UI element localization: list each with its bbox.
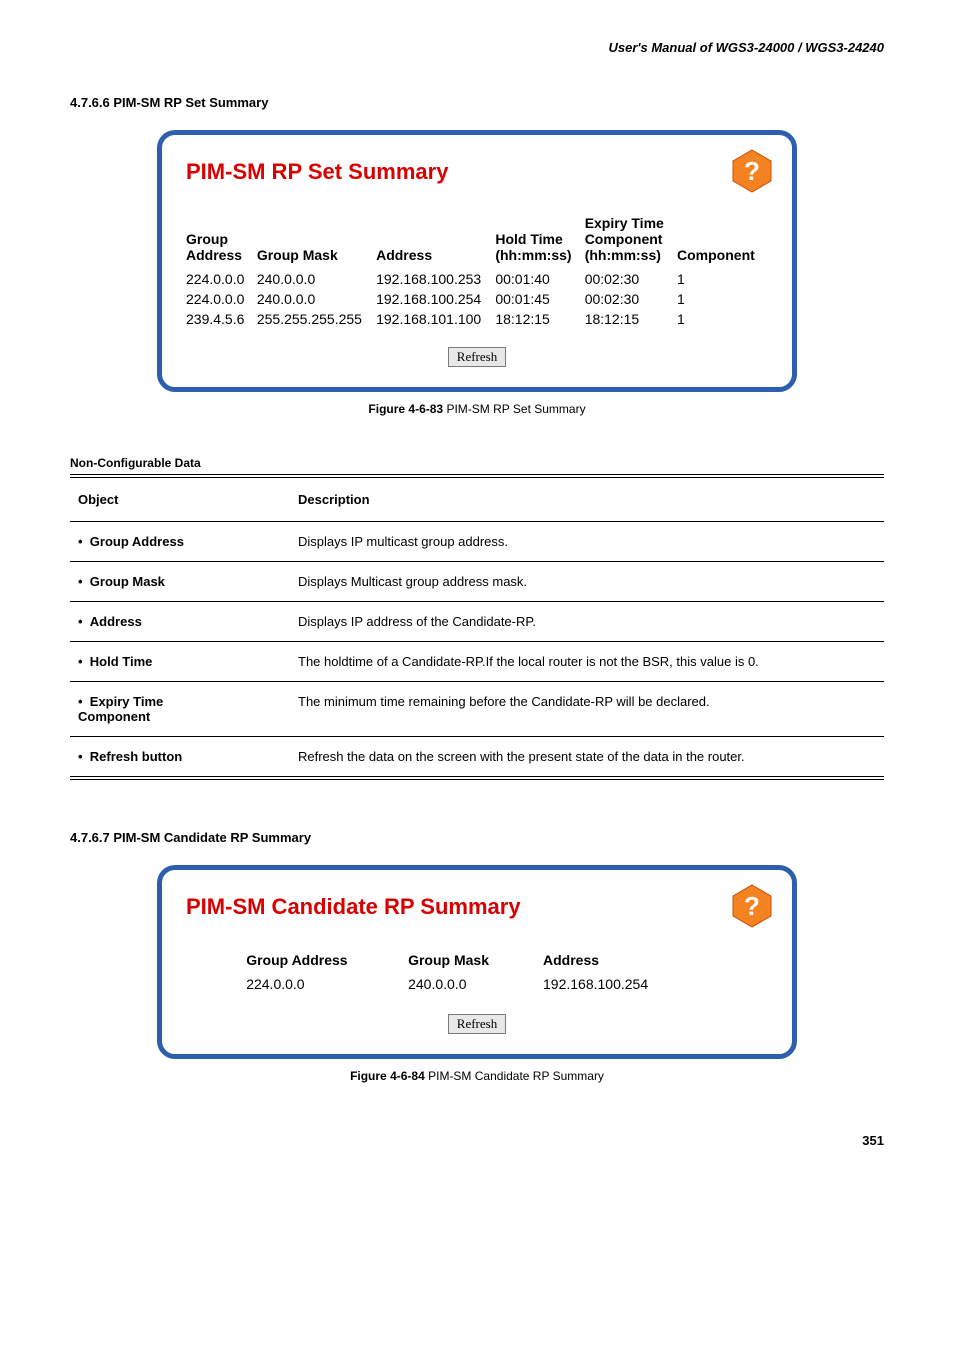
object-name: Group Mask — [78, 574, 165, 589]
col-address: Address — [543, 950, 708, 972]
figure-caption-2: Figure 4-6-84 PIM-SM Candidate RP Summar… — [70, 1069, 884, 1083]
manual-header: User's Manual of WGS3-24000 / WGS3-24240 — [70, 40, 884, 55]
table-row: 239.4.5.6 255.255.255.255 192.168.101.10… — [186, 309, 768, 329]
table-row: Group Mask Displays Multicast group addr… — [70, 562, 884, 602]
col-description: Description — [290, 476, 884, 522]
figure-number: Figure 4-6-83 — [368, 402, 443, 416]
svg-text:?: ? — [744, 156, 760, 186]
figure-text: PIM-SM Candidate RP Summary — [425, 1069, 604, 1083]
panel-title: PIM-SM RP Set Summary — [186, 159, 768, 185]
help-icon[interactable]: ? — [730, 149, 774, 193]
cell: 00:01:45 — [495, 289, 584, 309]
col-group-mask: Group Mask — [257, 213, 376, 269]
table-row: Group Address Displays IP multicast grou… — [70, 522, 884, 562]
table-row: Refresh button Refresh the data on the s… — [70, 737, 884, 779]
object-desc: Displays IP multicast group address. — [290, 522, 884, 562]
cell: 239.4.5.6 — [186, 309, 257, 329]
table-row: 224.0.0.0 240.0.0.0 192.168.100.253 00:0… — [186, 269, 768, 289]
col-component: Component — [677, 213, 768, 269]
col-group-address: Group Address — [246, 950, 406, 972]
section-heading-rp-set: 4.7.6.6 PIM-SM RP Set Summary — [70, 95, 884, 110]
non-configurable-heading: Non-Configurable Data — [70, 456, 884, 470]
cell: 1 — [677, 289, 768, 309]
object-name: Hold Time — [78, 654, 152, 669]
object-name: Address — [78, 614, 142, 629]
object-desc: The minimum time remaining before the Ca… — [290, 682, 884, 737]
cell: 192.168.101.100 — [376, 309, 495, 329]
table-row: Address Displays IP address of the Candi… — [70, 602, 884, 642]
cell: 1 — [677, 309, 768, 329]
cell: 240.0.0.0 — [257, 269, 376, 289]
object-desc: Displays IP address of the Candidate-RP. — [290, 602, 884, 642]
cell: 192.168.100.253 — [376, 269, 495, 289]
help-icon[interactable]: ? — [730, 884, 774, 928]
page-number: 351 — [70, 1133, 884, 1148]
cell: 00:01:40 — [495, 269, 584, 289]
table-row: 224.0.0.0 240.0.0.0 192.168.100.254 — [246, 974, 708, 994]
col-group-mask: Group Mask — [408, 950, 541, 972]
cell: 18:12:15 — [495, 309, 584, 329]
cell: 224.0.0.0 — [186, 269, 257, 289]
object-name: Expiry TimeComponent — [78, 694, 163, 724]
table-row: Hold Time The holdtime of a Candidate-RP… — [70, 642, 884, 682]
table-row: 224.0.0.0 240.0.0.0 192.168.100.254 00:0… — [186, 289, 768, 309]
cell: 18:12:15 — [585, 309, 677, 329]
cell: 192.168.100.254 — [543, 974, 708, 994]
cell: 00:02:30 — [585, 269, 677, 289]
col-address: Address — [376, 213, 495, 269]
object-name: Group Address — [78, 534, 184, 549]
description-table: Object Description Group Address Display… — [70, 474, 884, 780]
object-desc: Refresh the data on the screen with the … — [290, 737, 884, 779]
cell: 192.168.100.254 — [376, 289, 495, 309]
col-expiry-time: Expiry TimeComponent(hh:mm:ss) — [585, 213, 677, 269]
cell: 1 — [677, 269, 768, 289]
refresh-button[interactable]: Refresh — [448, 347, 506, 367]
object-desc: Displays Multicast group address mask. — [290, 562, 884, 602]
candidate-rp-table: Group Address Group Mask Address 224.0.0… — [244, 948, 710, 996]
figure-number: Figure 4-6-84 — [350, 1069, 425, 1083]
table-row: Expiry TimeComponent The minimum time re… — [70, 682, 884, 737]
section-heading-candidate-rp: 4.7.6.7 PIM-SM Candidate RP Summary — [70, 830, 884, 845]
cell: 224.0.0.0 — [186, 289, 257, 309]
refresh-button[interactable]: Refresh — [448, 1014, 506, 1034]
figure-caption-1: Figure 4-6-83 PIM-SM RP Set Summary — [70, 402, 884, 416]
panel-candidate-rp-summary: ? PIM-SM Candidate RP Summary Group Addr… — [157, 865, 797, 1059]
col-hold-time: Hold Time(hh:mm:ss) — [495, 213, 584, 269]
cell: 224.0.0.0 — [246, 974, 406, 994]
panel-rp-set-summary: ? PIM-SM RP Set Summary GroupAddress Gro… — [157, 130, 797, 392]
cell: 255.255.255.255 — [257, 309, 376, 329]
object-name: Refresh button — [78, 749, 182, 764]
cell: 240.0.0.0 — [408, 974, 541, 994]
cell: 240.0.0.0 — [257, 289, 376, 309]
svg-text:?: ? — [744, 891, 760, 921]
figure-text: PIM-SM RP Set Summary — [443, 402, 585, 416]
col-group-address: GroupAddress — [186, 213, 257, 269]
rp-set-table: GroupAddress Group Mask Address Hold Tim… — [186, 213, 768, 329]
panel-title: PIM-SM Candidate RP Summary — [186, 894, 768, 920]
cell: 00:02:30 — [585, 289, 677, 309]
object-desc: The holdtime of a Candidate-RP.If the lo… — [290, 642, 884, 682]
col-object: Object — [70, 476, 290, 522]
